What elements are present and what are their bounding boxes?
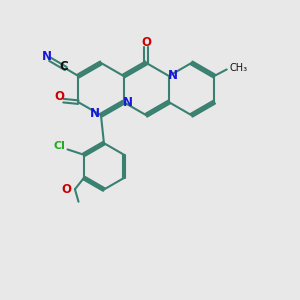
Text: O: O [54, 90, 64, 103]
Text: Cl: Cl [53, 141, 65, 151]
Text: N: N [167, 69, 178, 82]
Text: CH₃: CH₃ [229, 63, 247, 73]
Text: O: O [141, 36, 151, 49]
Text: N: N [89, 107, 99, 120]
Text: N: N [122, 96, 133, 109]
Text: N: N [42, 50, 52, 63]
Text: O: O [61, 183, 71, 196]
Text: C: C [59, 60, 68, 73]
